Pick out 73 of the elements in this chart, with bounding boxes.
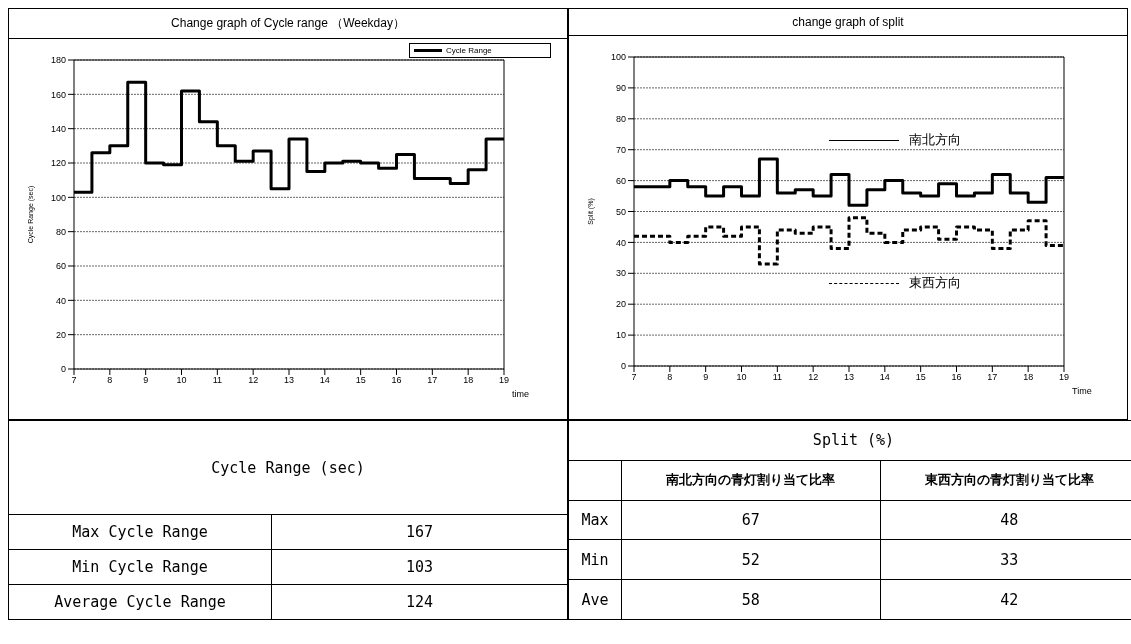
x-axis-title: Time: [1072, 386, 1092, 397]
x-tick-label: 8: [667, 372, 673, 383]
text: 東西方向: [909, 274, 961, 292]
data-label: 167: [271, 514, 568, 550]
x-tick-label: 10: [176, 375, 187, 386]
y-tick-label: 90: [615, 83, 626, 94]
y-tick-label: 40: [55, 295, 66, 306]
text: Cycle Range (sec): [8, 420, 568, 515]
data-label: 58: [621, 579, 880, 620]
y-tick-label: 60: [55, 261, 66, 272]
data-label: 103: [271, 549, 568, 585]
x-tick-label: 12: [248, 375, 259, 386]
data-label: 67: [621, 500, 880, 540]
y-tick-label: 80: [615, 114, 626, 124]
x-tick-label: 9: [143, 375, 149, 386]
x-tick-label: 14: [879, 372, 890, 383]
data-label: 52: [621, 539, 880, 580]
y-tick-label: 60: [615, 175, 626, 186]
y-tick-label: 100: [50, 192, 66, 203]
x-tick-label: 15: [915, 372, 926, 383]
y-tick-label: 20: [55, 329, 66, 340]
chart-title: change graph of split: [569, 9, 1127, 36]
x-tick-label: 9: [703, 372, 709, 383]
x-tick-label: 16: [951, 372, 962, 383]
y-tick-label: 80: [55, 226, 66, 237]
x-tick-label: 10: [736, 372, 747, 383]
x-tick-label: 17: [427, 375, 438, 386]
data-label: 48: [880, 500, 1131, 540]
category-label: Min: [568, 539, 622, 580]
y-tick-label: 120: [50, 158, 66, 169]
y-tick-label: 20: [615, 299, 626, 310]
y-tick-label: 160: [50, 89, 66, 100]
x-axis-title: time: [512, 389, 530, 400]
x-tick-label: 16: [391, 375, 402, 386]
y-tick-label: 40: [615, 237, 626, 248]
x-tick-label: 14: [319, 375, 330, 386]
x-tick-label: 19: [498, 375, 510, 386]
x-tick-label: 8: [107, 375, 113, 386]
x-tick-label: 19: [1058, 372, 1070, 383]
x-tick-label: 18: [463, 375, 474, 386]
category-label: Average Cycle Range: [8, 584, 272, 620]
data-label: 42: [880, 579, 1131, 620]
category-label: Min Cycle Range: [8, 549, 272, 585]
category-label: Ave: [568, 579, 622, 620]
x-tick-label: 13: [843, 372, 855, 383]
x-tick-label: 18: [1023, 372, 1034, 383]
data-label: 124: [271, 584, 568, 620]
data-label: 33: [880, 539, 1131, 580]
x-tick-label: 17: [987, 372, 998, 383]
y-tick-label: 50: [615, 206, 626, 217]
x-tick-label: 12: [808, 372, 819, 383]
y-tick-label: 0: [620, 361, 626, 372]
category-label: Max Cycle Range: [8, 514, 272, 550]
x-tick-label: 7: [71, 375, 77, 386]
x-tick-label: 11: [772, 372, 783, 383]
text: 南北方向の青灯割り当て比率: [621, 460, 880, 501]
category-label: Max: [568, 500, 622, 540]
y-tick-label: 100: [610, 52, 626, 63]
text: 東西方向の青灯割り当て比率: [880, 460, 1131, 501]
text: Split (%): [568, 420, 1131, 461]
y-tick-label: 10: [615, 330, 626, 341]
x-tick-label: 11: [212, 375, 223, 386]
y-tick-label: 140: [50, 123, 66, 134]
y-tick-label: 30: [615, 268, 626, 279]
x-tick-label: 7: [631, 372, 637, 383]
y-tick-label: 180: [50, 55, 66, 66]
y-tick-label: 0: [60, 364, 66, 375]
text: 南北方向: [909, 131, 961, 149]
chart-title: Change graph of Cycle range （Weekday）: [9, 9, 567, 39]
legend-label: Cycle Range: [446, 46, 492, 55]
x-tick-label: 13: [283, 375, 295, 386]
x-tick-label: 15: [355, 375, 366, 386]
y-tick-label: 70: [615, 144, 626, 155]
